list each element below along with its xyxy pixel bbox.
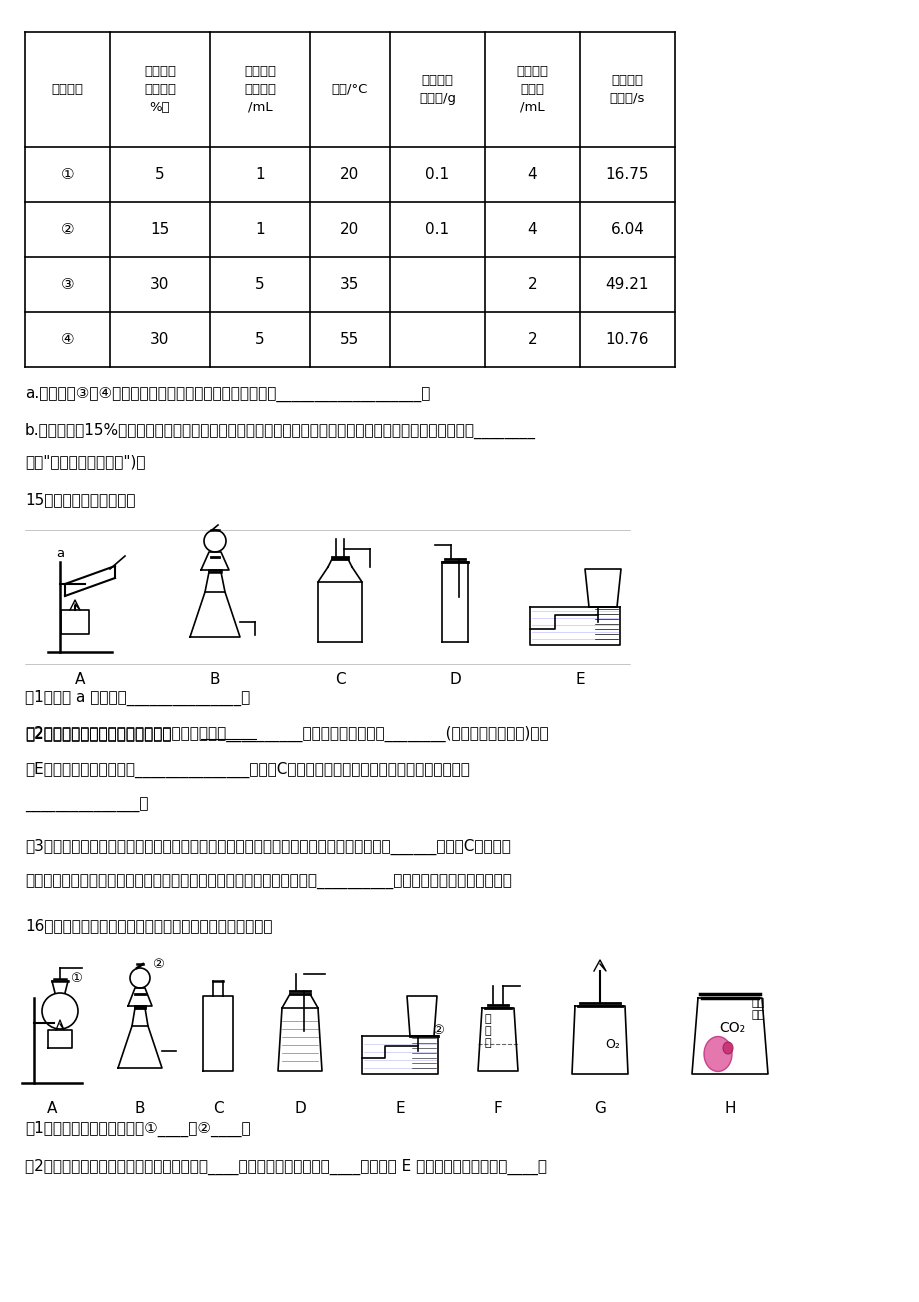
Text: 反应所需
的时间/s: 反应所需 的时间/s (609, 74, 644, 105)
Text: D: D (294, 1101, 305, 1116)
Ellipse shape (703, 1036, 732, 1072)
Text: （3）实验室用大理石（固）和稀盐酸（液）在常温下制取二氧化碳，应选择的发生装置是______，若用C装置收集: （3）实验室用大理石（固）和稀盐酸（液）在常温下制取二氧化碳，应选择的发生装置是… (25, 838, 510, 855)
Text: 6.04: 6.04 (610, 223, 643, 237)
Text: 16．请你根据所学知识并结合下图所示装置回答有关问题：: 16．请你根据所学知识并结合下图所示装置回答有关问题： (25, 918, 272, 934)
Text: C: C (335, 672, 345, 687)
Text: 5: 5 (155, 167, 165, 182)
Text: B: B (210, 672, 220, 687)
Text: F: F (494, 1101, 502, 1116)
Text: 15．根据下图回答问题。: 15．根据下图回答问题。 (25, 492, 135, 506)
Text: b.若用一定量15%的过氧化氢溶液制氧气，为了减小反应速率，可加适量的水稀释，则产生氧气的总重量将________: b.若用一定量15%的过氧化氢溶液制氧气，为了减小反应速率，可加适量的水稀释，则… (25, 423, 536, 439)
Text: 0.1: 0.1 (425, 167, 449, 182)
Text: 30: 30 (150, 277, 169, 292)
Text: a: a (56, 547, 64, 560)
Text: ③: ③ (61, 277, 74, 292)
Text: 35: 35 (340, 277, 359, 292)
Text: 15: 15 (150, 223, 169, 237)
Text: 过氧化氢
溶液浓度
%溶: 过氧化氢 溶液浓度 %溶 (144, 65, 176, 115)
Text: E: E (395, 1101, 404, 1116)
Text: ①: ① (70, 971, 82, 984)
Text: 49.21: 49.21 (605, 277, 649, 292)
Text: 二氧化锰
的用量/g: 二氧化锰 的用量/g (418, 74, 456, 105)
Text: 5: 5 (255, 332, 265, 348)
Text: C: C (212, 1101, 223, 1116)
Text: 55: 55 (340, 332, 359, 348)
Text: B: B (134, 1101, 145, 1116)
Text: 4: 4 (528, 223, 537, 237)
Text: 紫色
纸花: 紫色 纸花 (751, 999, 765, 1021)
Text: 10.76: 10.76 (605, 332, 649, 348)
Text: A: A (47, 1101, 57, 1116)
Text: 1: 1 (255, 167, 265, 182)
Text: _______________。: _______________。 (25, 798, 148, 812)
Ellipse shape (722, 1042, 732, 1055)
Text: ②: ② (61, 223, 74, 237)
Text: CO₂: CO₂ (718, 1021, 744, 1035)
Text: a.通过实验③和④对比可知，化学反应速率与温度的关系是___________________；: a.通过实验③和④对比可知，化学反应速率与温度的关系是_____________… (25, 387, 430, 402)
Text: ④: ④ (61, 332, 74, 348)
Text: （2）用高锰酸钾制氧气的化学反应方程式是____，应选择的发生装置是____，可以用 E 装置收集氧气的原因是____。: （2）用高锰酸钾制氧气的化学反应方程式是____，应选择的发生装置是____，可… (25, 1159, 547, 1176)
Text: 5: 5 (255, 277, 265, 292)
Text: 20: 20 (340, 223, 359, 237)
Text: 用E装置收集氧气，原因是_______________。若用C装置收集氧气，检验气体已经收集满的方法是: 用E装置收集氧气，原因是_______________。若用C装置收集氧气，检验… (25, 762, 470, 779)
Text: 30: 30 (150, 332, 169, 348)
Text: ②: ② (432, 1025, 443, 1038)
Text: （1）仪器 a 的名称是_______________。: （1）仪器 a 的名称是_______________。 (25, 690, 250, 706)
Text: E: E (574, 672, 584, 687)
Text: 0.1: 0.1 (425, 223, 449, 237)
Text: ②: ② (152, 957, 164, 970)
Text: 二氧化碳，已知二氧化碳不支持燃烧，将燃着的木条放在瓶口，若观察到__________，说明瓶中已充满二氧化碳。: 二氧化碳，已知二氧化碳不支持燃烧，将燃着的木条放在瓶口，若观察到________… (25, 875, 511, 891)
Text: ①: ① (61, 167, 74, 182)
Text: 实验序号: 实验序号 (51, 83, 84, 96)
Text: 16.75: 16.75 (605, 167, 649, 182)
Text: A: A (74, 672, 85, 687)
Text: O₂: O₂ (605, 1038, 619, 1051)
Text: H: H (723, 1101, 735, 1116)
Text: 选填"减小、不变或增大")。: 选填"减小、不变或增大")。 (25, 454, 145, 469)
Text: 4: 4 (528, 167, 537, 182)
Text: 1: 1 (255, 223, 265, 237)
Text: 温度/°C: 温度/°C (332, 83, 368, 96)
Text: D: D (448, 672, 460, 687)
Text: （1）指出标号仪器的名称：①____；②____。: （1）指出标号仪器的名称：①____；②____。 (25, 1121, 250, 1137)
Text: 收集氧气
的体积
/mL: 收集氧气 的体积 /mL (516, 65, 548, 115)
Text: 细
铁
丝: 细 铁 丝 (484, 1014, 491, 1048)
Text: 2: 2 (528, 277, 537, 292)
Text: （2）实验室用高锰酸钾制取氧气的: （2）实验室用高锰酸钾制取氧气的 (25, 727, 171, 741)
Text: （2）实验室用高锰酸钾制取氧气的符号表达式为__________，选用的发生装置是________(填字母序号，下同)。可: （2）实验室用高锰酸钾制取氧气的符号表达式为__________，选用的发生装置… (25, 727, 548, 742)
Text: 过氧化氢
溶液体积
/mL: 过氧化氢 溶液体积 /mL (244, 65, 276, 115)
Text: 2: 2 (528, 332, 537, 348)
Text: 20: 20 (340, 167, 359, 182)
Text: G: G (594, 1101, 606, 1116)
